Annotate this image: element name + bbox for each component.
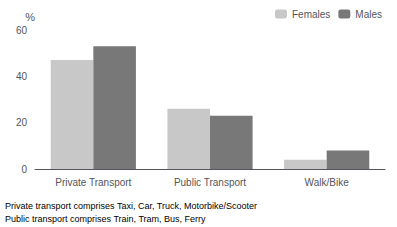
- svg-text:0: 0: [21, 164, 27, 175]
- svg-text:Private transport comprises Ta: Private transport comprises Taxi, Car, T…: [5, 201, 257, 211]
- svg-text:Public transport comprises Tra: Public transport comprises Train, Tram, …: [5, 214, 206, 224]
- svg-text:Walk/Bike: Walk/Bike: [305, 177, 350, 188]
- svg-text:40: 40: [16, 71, 28, 82]
- svg-text:Private Transport: Private Transport: [55, 177, 131, 188]
- svg-text:60: 60: [16, 25, 28, 36]
- svg-text:Males: Males: [355, 9, 382, 20]
- svg-text:Public Transport: Public Transport: [174, 177, 246, 188]
- svg-text:Females: Females: [292, 9, 330, 20]
- svg-text:%: %: [25, 11, 35, 23]
- svg-text:20: 20: [16, 117, 28, 128]
